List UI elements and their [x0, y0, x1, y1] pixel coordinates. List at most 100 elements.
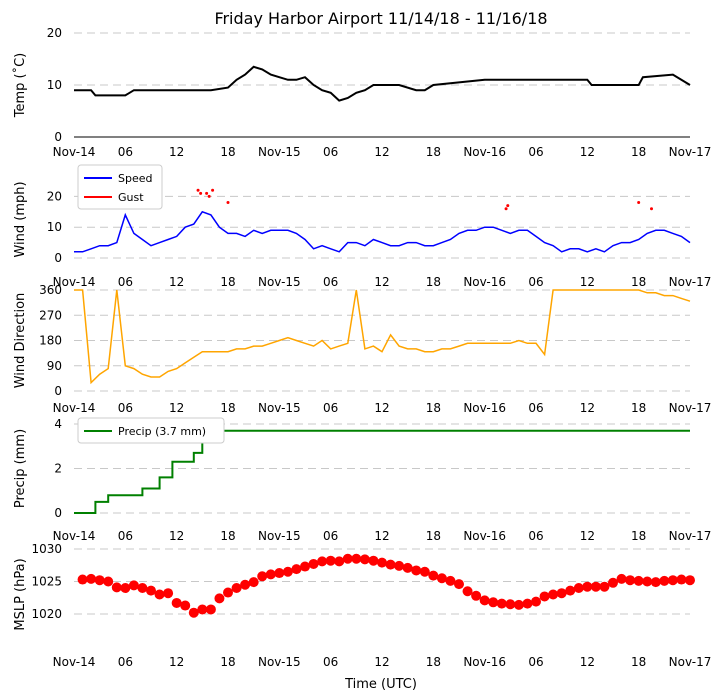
data-point — [146, 585, 156, 596]
x-tick-label: Nov-15 — [258, 401, 301, 415]
x-tick-label: 18 — [220, 401, 235, 415]
gust-point — [650, 207, 653, 211]
y-tick-label: 180 — [39, 334, 62, 348]
y-tick-label: 10 — [47, 78, 62, 92]
data-point — [300, 561, 310, 572]
x-tick-label: 06 — [118, 529, 133, 543]
x-tick-label: 12 — [580, 401, 595, 415]
data-point — [86, 573, 97, 584]
data-point — [171, 597, 182, 608]
data-point — [616, 573, 627, 584]
gust-point — [196, 188, 200, 192]
data-point — [359, 554, 370, 565]
data-point — [282, 566, 293, 577]
y-axis-label: Wind Direction — [13, 293, 28, 389]
data-point — [205, 604, 216, 615]
y-tick-label: 0 — [54, 130, 62, 144]
panel-4: 0 2 4 Precip (mm) Nov-14 06 12 18 Nov-15 06 12 18 No… — [13, 417, 711, 543]
legend-label: Gust — [118, 191, 144, 204]
data-point — [394, 560, 405, 571]
y-tick-label: 4 — [54, 417, 62, 431]
x-tick-label: 18 — [220, 145, 235, 159]
x-tick-label: 06 — [118, 655, 133, 669]
data-point — [368, 555, 379, 566]
data-point — [120, 583, 131, 593]
data-point — [180, 600, 191, 611]
x-tick-label: 18 — [426, 275, 441, 289]
data-point — [462, 586, 473, 597]
x-tick-label: Nov-16 — [463, 145, 506, 159]
data-point — [685, 575, 695, 586]
data-point — [633, 575, 644, 586]
x-tick-label: 06 — [528, 145, 543, 159]
gust-point — [506, 204, 510, 208]
data-point — [556, 588, 567, 599]
x-tick-label: Nov-14 — [53, 401, 96, 415]
x-tick-label: Nov-14 — [53, 145, 96, 159]
data-point — [496, 598, 507, 609]
data-point — [513, 599, 524, 610]
gust-point — [226, 201, 230, 205]
data-point — [197, 604, 208, 615]
data-point — [334, 556, 345, 567]
x-tick-label: Nov-16 — [463, 275, 506, 289]
x-tick-label: Nov-16 — [463, 529, 506, 543]
data-point — [436, 573, 447, 584]
data-point — [659, 575, 670, 586]
x-tick-label: 18 — [426, 145, 441, 159]
data-point — [419, 566, 430, 577]
x-tick-label: 12 — [580, 275, 595, 289]
x-tick-label: Nov-17 — [669, 529, 712, 543]
y-axis-label: Wind (mph) — [13, 181, 28, 257]
data-point — [505, 599, 516, 610]
x-tick-label: 18 — [220, 275, 235, 289]
legend-label: Precip (3.7 mm) — [118, 425, 206, 438]
data-point — [223, 587, 233, 598]
series-3-0-line — [74, 289, 691, 385]
x-tick-label: 06 — [528, 529, 543, 543]
data-point — [531, 596, 541, 607]
data-point — [257, 571, 268, 582]
gust-point — [211, 188, 215, 192]
x-tick-label: 18 — [631, 401, 646, 415]
data-point — [111, 582, 122, 593]
y-tick-label: 0 — [54, 384, 62, 398]
data-point — [625, 575, 636, 586]
x-tick-label: Nov-15 — [258, 529, 301, 543]
x-tick-label: 12 — [169, 145, 184, 159]
y-tick-label: 90 — [47, 359, 62, 373]
x-tick-label: 06 — [118, 275, 133, 289]
x-axis-label: Time (UTC) — [344, 677, 417, 692]
data-point — [188, 607, 199, 618]
x-tick-label: Nov-14 — [53, 275, 96, 289]
x-tick-label: 18 — [426, 529, 441, 543]
data-point — [248, 577, 259, 588]
data-point — [308, 558, 319, 569]
y-tick-label: 2 — [54, 462, 62, 476]
y-tick-label: 0 — [54, 506, 62, 520]
data-point — [94, 575, 105, 586]
x-tick-label: 12 — [580, 529, 595, 543]
data-point — [137, 583, 148, 593]
x-tick-label: 18 — [631, 529, 646, 543]
data-point — [385, 559, 396, 570]
data-point — [291, 564, 302, 575]
gust-point — [207, 194, 211, 198]
x-tick-label: Nov-15 — [258, 275, 301, 289]
x-tick-label: 06 — [323, 401, 338, 415]
data-point — [667, 575, 678, 586]
x-tick-label: 12 — [374, 401, 389, 415]
series-1-0-line — [74, 65, 691, 102]
data-point — [479, 595, 490, 606]
y-tick-label: 270 — [39, 308, 62, 322]
x-tick-label: 06 — [118, 145, 133, 159]
x-tick-label: 18 — [426, 401, 441, 415]
data-point — [163, 588, 174, 599]
x-tick-label: 06 — [323, 275, 338, 289]
data-point — [608, 577, 618, 588]
x-tick-label: 12 — [580, 655, 595, 669]
x-tick-label: 18 — [631, 275, 646, 289]
x-tick-label: 06 — [528, 655, 543, 669]
data-point — [77, 574, 88, 585]
